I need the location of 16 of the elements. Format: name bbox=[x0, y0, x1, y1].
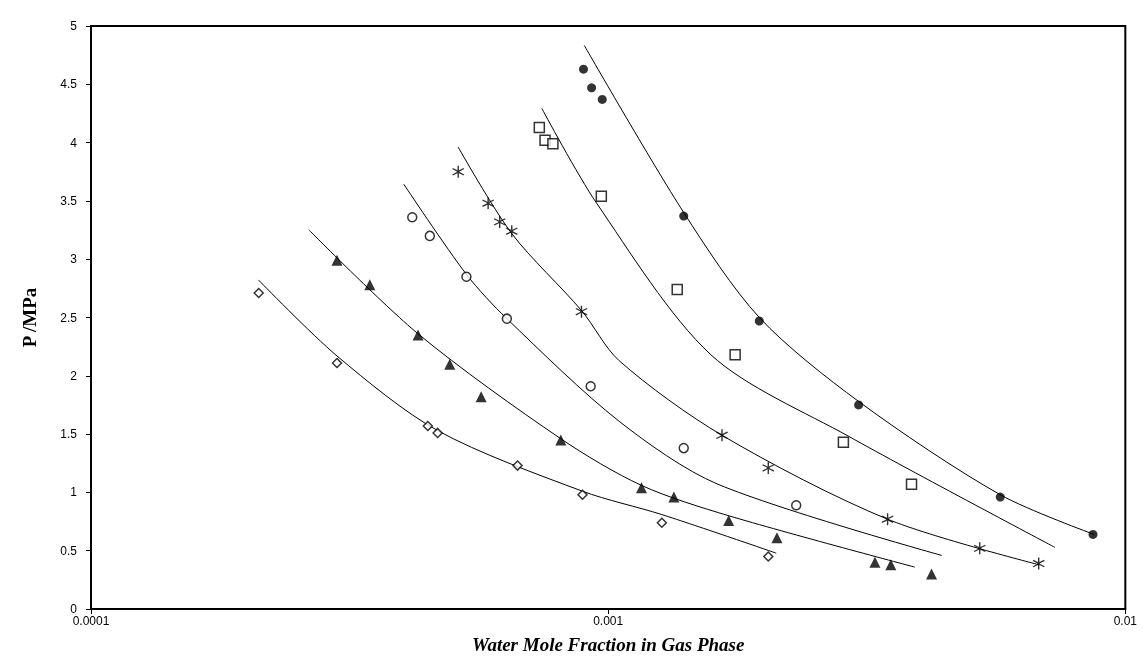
x-tick-label: 0.0001 bbox=[72, 614, 110, 628]
y-tick-label: 2.5 bbox=[60, 310, 78, 325]
y-tick-label: 3.5 bbox=[60, 193, 78, 208]
y-tick-label: 0 bbox=[70, 602, 78, 616]
y-tick-label: 1.5 bbox=[60, 427, 78, 442]
y-tick-label: 2 bbox=[70, 368, 78, 383]
y-tick-label: 0.5 bbox=[60, 543, 78, 558]
y-tick-label: 4 bbox=[70, 135, 78, 150]
y-tick-label: 1 bbox=[70, 485, 78, 500]
x-tick-label: 0.001 bbox=[593, 614, 624, 628]
y-tick-label: 4.5 bbox=[60, 77, 78, 92]
y-tick-label: 5 bbox=[70, 19, 78, 33]
y-axis-title: P /MPa bbox=[19, 287, 40, 348]
x-tick-label: 0.01 bbox=[1113, 614, 1138, 628]
y-tick-label: 3 bbox=[70, 252, 78, 267]
x-axis-title: Water Mole Fraction in Gas Phase bbox=[471, 634, 745, 655]
